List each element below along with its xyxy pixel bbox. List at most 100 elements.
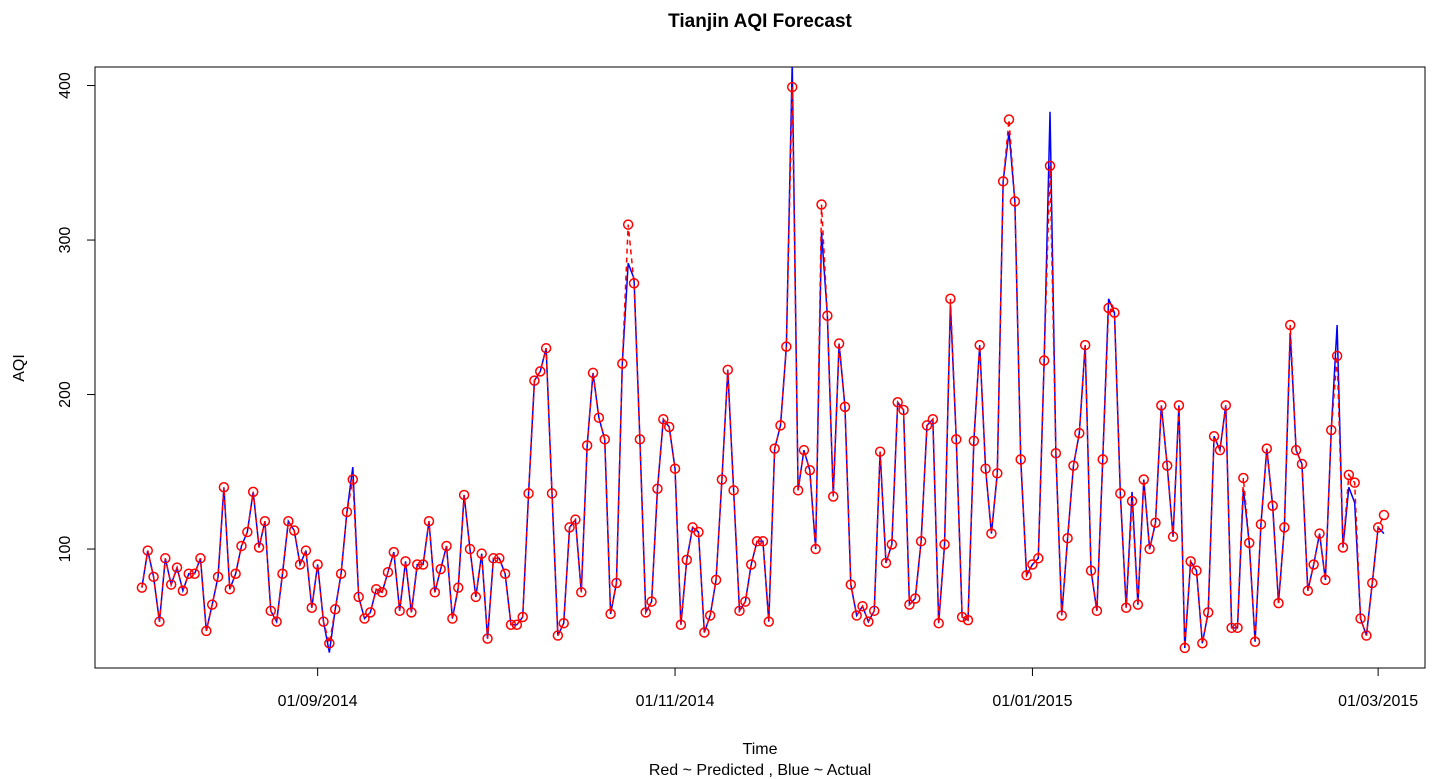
data-point <box>1361 630 1372 641</box>
data-point <box>675 619 687 630</box>
data-point <box>148 571 159 583</box>
data-point <box>1097 454 1109 465</box>
data-point <box>1308 559 1319 570</box>
data-point <box>968 435 980 447</box>
data-point <box>382 566 394 578</box>
data-point <box>1179 642 1191 654</box>
data-point <box>136 582 148 593</box>
data-point <box>652 483 663 495</box>
data-point <box>388 546 400 558</box>
data-point <box>1326 424 1337 436</box>
data-point <box>300 545 312 556</box>
data-point <box>318 616 329 627</box>
data-point <box>880 557 892 569</box>
data-point <box>171 562 183 573</box>
data-point <box>271 616 282 627</box>
data-point <box>183 568 194 580</box>
data-point <box>206 599 218 610</box>
data-point <box>265 605 277 617</box>
data-point <box>1144 543 1155 555</box>
data-point <box>910 593 921 604</box>
data-point <box>576 587 587 598</box>
data-point <box>283 515 294 527</box>
data-point <box>681 554 693 566</box>
data-point <box>558 617 569 629</box>
y-tick-label: 400 <box>57 72 74 99</box>
data-point <box>1068 460 1079 471</box>
data-point <box>1021 570 1032 581</box>
data-point <box>663 421 675 433</box>
data-point <box>1091 605 1103 617</box>
data-point <box>189 568 200 580</box>
data-point <box>1243 537 1255 549</box>
data-point <box>523 488 534 499</box>
data-point <box>974 339 985 351</box>
data-point <box>699 627 710 638</box>
data-point <box>933 617 944 629</box>
data-point <box>394 605 405 617</box>
x-tick-label: 01/11/2014 <box>636 693 715 710</box>
data-point <box>716 474 728 485</box>
data-point <box>1191 565 1202 576</box>
plot-area <box>136 67 1390 654</box>
data-point <box>370 583 382 595</box>
data-point <box>605 608 616 620</box>
data-point <box>798 444 810 456</box>
data-point <box>1273 597 1284 609</box>
data-point <box>236 540 247 552</box>
data-point <box>786 81 798 93</box>
data-point <box>997 176 1009 187</box>
data-point <box>593 412 605 423</box>
data-point <box>1009 196 1021 207</box>
data-point <box>288 525 300 536</box>
data-point <box>529 375 540 386</box>
data-point <box>1238 472 1249 484</box>
data-point <box>628 278 640 289</box>
data-point <box>212 571 224 583</box>
data-point <box>1255 519 1267 530</box>
data-point <box>494 553 505 564</box>
plot-frame <box>94 66 1426 669</box>
data-point <box>552 630 564 641</box>
data-point <box>599 434 610 445</box>
data-point <box>804 464 816 476</box>
data-point <box>839 401 851 413</box>
data-point <box>341 506 353 518</box>
data-point <box>1074 427 1085 439</box>
data-point <box>1173 400 1185 411</box>
data-point <box>1185 556 1196 567</box>
x-axis-label: Time <box>743 741 778 758</box>
y-tick-label: 300 <box>57 227 74 254</box>
data-point <box>142 545 153 556</box>
data-point <box>1220 400 1232 411</box>
data-point <box>915 536 927 547</box>
data-point <box>962 614 974 626</box>
data-point <box>488 553 499 564</box>
data-point <box>898 404 909 416</box>
data-point <box>792 485 804 496</box>
data-point <box>353 591 364 603</box>
data-point <box>1085 565 1097 576</box>
data-point <box>1367 577 1378 589</box>
data-point <box>816 199 827 210</box>
data-point <box>1109 307 1120 318</box>
data-point <box>165 579 177 590</box>
data-point <box>745 559 757 570</box>
data-point <box>646 596 657 607</box>
data-point <box>201 625 212 637</box>
data-point <box>1150 517 1161 529</box>
data-point <box>1161 460 1173 471</box>
data-point <box>417 559 429 570</box>
data-point <box>453 582 464 593</box>
data-point <box>857 600 868 612</box>
data-point <box>951 434 962 445</box>
data-point <box>822 310 833 321</box>
data-point <box>482 633 493 644</box>
data-point <box>1331 350 1343 362</box>
data-point <box>757 536 769 547</box>
data-point <box>734 605 745 617</box>
data-point <box>1038 355 1050 366</box>
data-point <box>722 364 734 376</box>
